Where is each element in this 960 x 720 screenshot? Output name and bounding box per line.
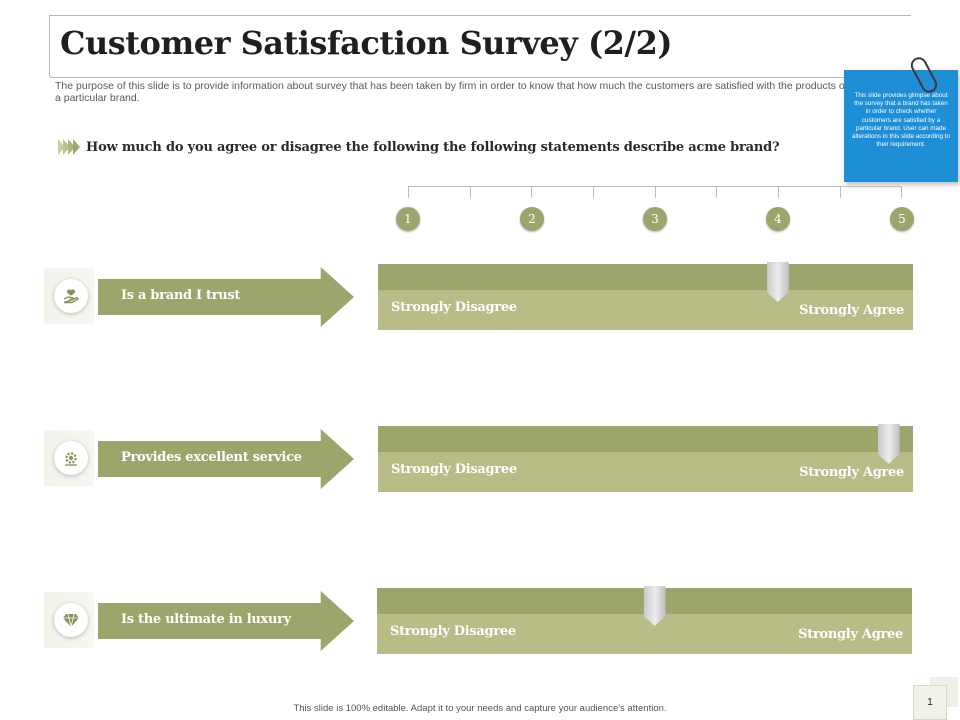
scale-point-4: 4: [766, 207, 790, 231]
title-frame: [49, 15, 911, 78]
scale-tick: [531, 186, 532, 198]
rating-marker[interactable]: [877, 424, 900, 464]
scale-tick: [716, 186, 717, 198]
rating-marker[interactable]: [643, 586, 666, 626]
chevron-right-icon: [58, 139, 80, 155]
scale-tick: [593, 186, 594, 198]
sticky-note-text: This slide provides glimpse about the su…: [852, 92, 951, 149]
survey-row-service: Provides excellent service Strongly Disa…: [0, 424, 960, 506]
question-row: How much do you agree or disagree the fo…: [58, 138, 780, 156]
diamond-icon: [54, 603, 88, 637]
statement-label: Provides excellent service: [121, 450, 302, 465]
strongly-agree-label: Strongly Agree: [799, 465, 904, 480]
strongly-agree-label: Strongly Agree: [798, 627, 903, 642]
scale-tick: [901, 186, 902, 198]
strongly-disagree-label: Strongly Disagree: [391, 300, 517, 315]
page-number: 1: [913, 685, 947, 720]
scale-tick: [655, 186, 656, 198]
service-gear-icon: [54, 441, 88, 475]
scale-tick: [408, 186, 409, 198]
footer-text: This slide is 100% editable. Adapt it to…: [293, 703, 667, 714]
sticky-note[interactable]: This slide provides glimpse about the su…: [844, 70, 958, 182]
rating-bar: Strongly Disagree Strongly Agree: [378, 262, 913, 330]
scale-point-2: 2: [520, 207, 544, 231]
scale-tick: [470, 186, 471, 198]
hand-heart-icon: [54, 279, 88, 313]
rating-bar: Strongly Disagree Strongly Agree: [377, 586, 912, 654]
page-subtitle: The purpose of this slide is to provide …: [55, 80, 848, 104]
scale-point-5: 5: [890, 207, 914, 231]
survey-question: How much do you agree or disagree the fo…: [86, 139, 780, 155]
survey-row-trust: Is a brand I trust Strongly Disagree Str…: [0, 262, 960, 344]
page-title: Customer Satisfaction Survey (2/2): [60, 24, 672, 62]
statement-label: Is a brand I trust: [121, 288, 241, 303]
strongly-disagree-label: Strongly Disagree: [390, 624, 516, 639]
scale-point-3: 3: [643, 207, 667, 231]
scale-point-1: 1: [396, 207, 420, 231]
rating-marker[interactable]: [766, 262, 789, 302]
rating-bar-track: [378, 264, 913, 290]
rating-bar-track: [378, 426, 913, 452]
scale-tick: [778, 186, 779, 198]
survey-row-luxury: Is the ultimate in luxury Strongly Disag…: [0, 586, 960, 668]
strongly-disagree-label: Strongly Disagree: [391, 462, 517, 477]
rating-bar: Strongly Disagree Strongly Agree: [378, 424, 913, 492]
statement-label: Is the ultimate in luxury: [121, 612, 291, 627]
strongly-agree-label: Strongly Agree: [799, 303, 904, 318]
scale-tick: [840, 186, 841, 198]
